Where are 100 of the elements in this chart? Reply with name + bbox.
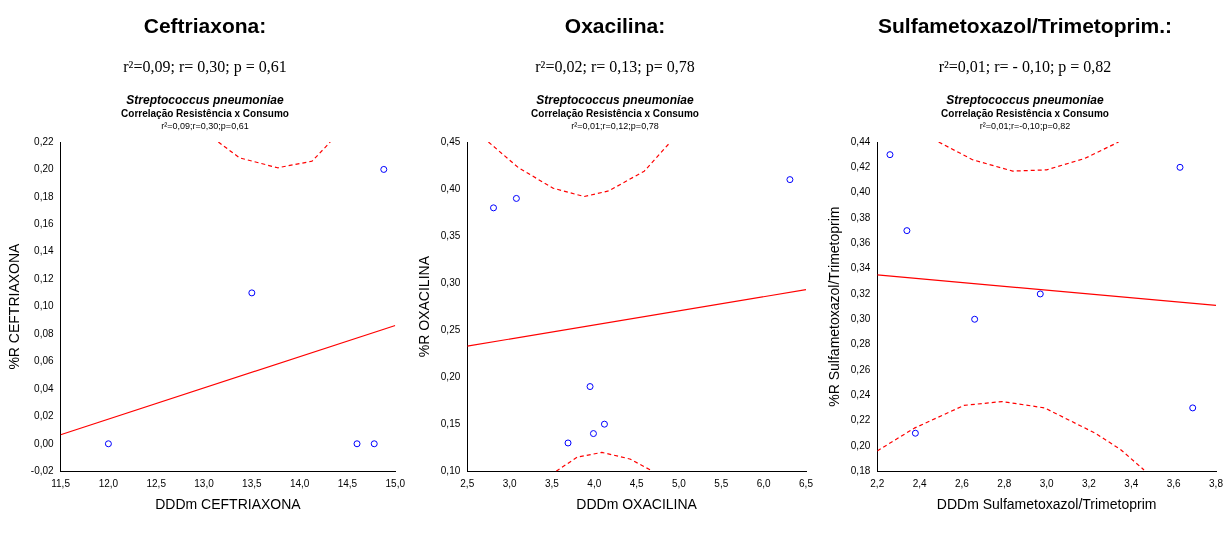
line-series xyxy=(937,142,1119,172)
text: r²=0,09;r=0,30;p=0,61 xyxy=(161,120,249,133)
text: Correlação Resistência x Consumo xyxy=(941,107,1109,120)
x-tick-label: 3,0 xyxy=(1039,477,1054,489)
y-tick-label: 0,32 xyxy=(850,287,871,299)
line-series xyxy=(487,142,671,198)
point xyxy=(1188,404,1196,412)
x-tick-label: 11,5 xyxy=(50,477,70,489)
y-tick-label: 0,12 xyxy=(33,272,54,284)
y-tick-label: 0,02 xyxy=(33,410,54,422)
x-tick-label: 13,0 xyxy=(193,477,214,489)
text: Streptococcus pneumoniae xyxy=(536,93,694,107)
y-tick-label: 0,18 xyxy=(33,190,54,202)
y-tick-label: 0,22 xyxy=(850,414,871,426)
x-tick-label: 14,5 xyxy=(337,477,358,489)
x-tick-label: 2,2 xyxy=(869,477,885,489)
text: Correlação Resistência x Consumo xyxy=(531,107,699,120)
x-tick-label: 13,5 xyxy=(241,477,262,489)
line-series xyxy=(217,142,331,169)
text: Streptococcus pneumoniae xyxy=(126,93,284,107)
x-axis-title: DDDm OXACILINA xyxy=(575,496,698,513)
text: Streptococcus pneumoniae xyxy=(946,93,1104,107)
chart-title: Oxacilina: xyxy=(564,14,666,39)
y-tick-label: 0,30 xyxy=(850,313,871,325)
y-tick-label: 0,08 xyxy=(33,327,54,339)
y-tick-label: 0,28 xyxy=(850,338,871,350)
chart-subtitle: r²=0,02; r= 0,13; p= 0,78 xyxy=(535,58,695,78)
y-tick-label: 0,04 xyxy=(33,382,54,394)
x-axis-title: DDDm Sulfametoxazol/Trimetoprim xyxy=(936,496,1156,513)
x-tick-label: 3,2 xyxy=(1081,477,1096,489)
y-tick-label: 0,40 xyxy=(850,186,871,198)
point xyxy=(586,383,594,391)
point xyxy=(1176,163,1184,171)
y-tick-label: 0,16 xyxy=(33,218,54,230)
y-tick-label: 0,44 xyxy=(850,135,871,147)
x-axis-title: DDDm CEFTRIAXONA xyxy=(154,496,301,513)
y-axis-title: %R Sulfametoxazol/Trimetoprim xyxy=(825,206,842,407)
point xyxy=(353,440,361,448)
point xyxy=(1036,290,1044,298)
x-tick-label: 15,0 xyxy=(385,477,405,489)
y-axis-title: %R CEFTRIAXONA xyxy=(5,242,22,370)
y-tick-label: 0,45 xyxy=(440,135,461,147)
point xyxy=(247,289,255,297)
y-tick-label: 0,24 xyxy=(850,388,871,400)
x-tick-label: 12,5 xyxy=(145,477,166,489)
point xyxy=(885,151,893,159)
y-tick-label: 0,25 xyxy=(440,323,461,335)
y-tick-label: 0,20 xyxy=(440,370,461,382)
point xyxy=(512,194,520,202)
y-tick-label: 0,30 xyxy=(440,276,461,288)
x-tick-label: 5,5 xyxy=(713,477,729,489)
point xyxy=(564,439,572,447)
chart-title: Sulfametoxazol/Trimetoprim.: xyxy=(877,14,1173,39)
point xyxy=(902,227,910,235)
y-tick-label: 0,14 xyxy=(33,245,54,257)
y-tick-label: 0,36 xyxy=(850,237,871,249)
point xyxy=(589,430,597,438)
x-tick-label: 3,0 xyxy=(502,477,517,489)
y-tick-label: 0,42 xyxy=(850,161,871,173)
y-tick-label: 0,22 xyxy=(33,135,54,147)
x-tick-label: 2,5 xyxy=(459,477,475,489)
x-tick-label: 3,8 xyxy=(1208,477,1223,489)
x-tick-label: 6,5 xyxy=(798,477,813,489)
y-tick-label: 0,10 xyxy=(440,464,461,476)
x-tick-label: 6,0 xyxy=(756,477,771,489)
point xyxy=(970,315,978,323)
y-tick-label: 0,26 xyxy=(850,363,871,375)
x-tick-label: 2,4 xyxy=(912,477,927,489)
line-series xyxy=(555,451,653,472)
x-tick-label: 2,8 xyxy=(996,477,1012,489)
line-series xyxy=(876,400,1145,471)
y-tick-label: 0,20 xyxy=(850,439,871,451)
point xyxy=(370,440,378,448)
x-tick-label: 4,5 xyxy=(629,477,644,489)
point xyxy=(489,204,497,212)
y-tick-label: 0,38 xyxy=(850,211,871,223)
y-tick-label: 0,20 xyxy=(33,163,54,175)
text: r²=0,01;r=-0,10;p=0,82 xyxy=(979,120,1071,133)
point xyxy=(911,429,919,437)
y-tick-label: 0,00 xyxy=(33,437,54,449)
x-tick-label: 3,5 xyxy=(544,477,559,489)
y-tick-label: 0,10 xyxy=(33,300,54,312)
text: Correlação Resistência x Consumo xyxy=(121,107,289,120)
chart-title: Ceftriaxona: xyxy=(143,14,267,39)
point xyxy=(600,420,608,428)
x-tick-label: 3,6 xyxy=(1166,477,1181,489)
text: r²=0,01;r=0,12;p=0,78 xyxy=(571,120,659,133)
point xyxy=(785,176,793,184)
x-tick-label: 12,0 xyxy=(98,477,119,489)
x-tick-label: 2,6 xyxy=(954,477,969,489)
y-axis-title: %R OXACILINA xyxy=(415,255,432,358)
y-tick-label: -0,02 xyxy=(30,464,54,476)
x-tick-label: 14,0 xyxy=(289,477,310,489)
y-tick-label: 0,15 xyxy=(440,417,461,429)
x-tick-label: 4,0 xyxy=(586,477,602,489)
y-tick-label: 0,06 xyxy=(33,355,54,367)
y-tick-label: 0,34 xyxy=(850,262,871,274)
y-tick-label: 0,35 xyxy=(440,229,461,241)
y-tick-label: 0,18 xyxy=(850,464,871,476)
point xyxy=(104,440,112,448)
